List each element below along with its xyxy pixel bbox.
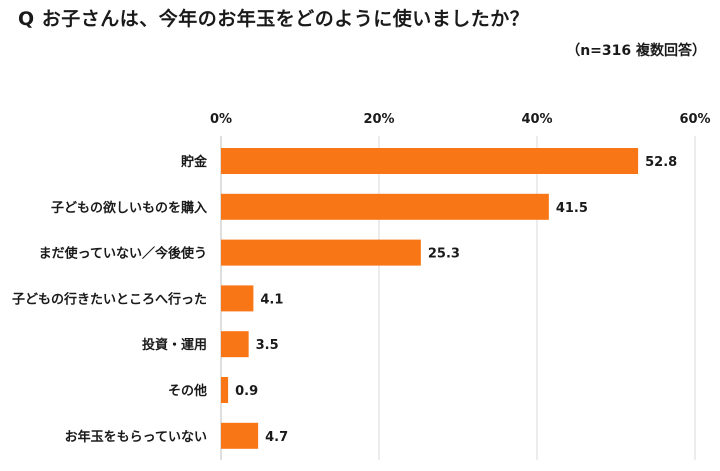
- bar: [221, 239, 421, 266]
- bar: [221, 377, 229, 403]
- tick-label: 60%: [679, 112, 710, 127]
- value-label: 41.5: [556, 201, 588, 216]
- bar: [221, 148, 639, 174]
- category-labels: 貯金子どもの欲しいものを購入まだ使っていない／今後使う子どもの行きたいところへ行…: [12, 154, 208, 445]
- value-labels: 52.8 41.5 25.3 4.1 3.5 0.9 4.7: [235, 155, 677, 445]
- category-label: 貯金: [181, 154, 208, 170]
- sample-note: （n=316 複数回答）: [566, 43, 706, 59]
- value-label: 52.8: [645, 155, 677, 170]
- bar: [221, 422, 259, 449]
- bar: [221, 193, 549, 220]
- value-label: 4.7: [265, 430, 288, 445]
- value-label: 25.3: [428, 247, 460, 262]
- question-title: Q お子さんは、今年のお年玉をどのように使いましたか？: [18, 8, 530, 30]
- bars: [221, 148, 639, 449]
- value-label: 0.9: [235, 384, 258, 399]
- axis-tick-labels: 0% 20% 40% 60%: [210, 112, 711, 127]
- tick-label: 0%: [210, 112, 232, 127]
- category-label: まだ使っていない／今後使う: [39, 246, 207, 262]
- tick-label: 20%: [363, 112, 394, 127]
- tick-label: 40%: [521, 112, 552, 127]
- category-label: 子どもの欲しいものを購入: [51, 200, 207, 216]
- grid-lines: [220, 136, 696, 460]
- category-label: 投資・運用: [142, 337, 207, 353]
- bar: [221, 285, 254, 312]
- bar: [221, 331, 249, 358]
- category-label: その他: [168, 383, 207, 399]
- category-label: お年玉をもらっていない: [65, 429, 207, 445]
- category-label: 子どもの行きたいところへ行った: [12, 291, 207, 307]
- value-label: 4.1: [260, 292, 283, 307]
- value-label: 3.5: [256, 338, 279, 353]
